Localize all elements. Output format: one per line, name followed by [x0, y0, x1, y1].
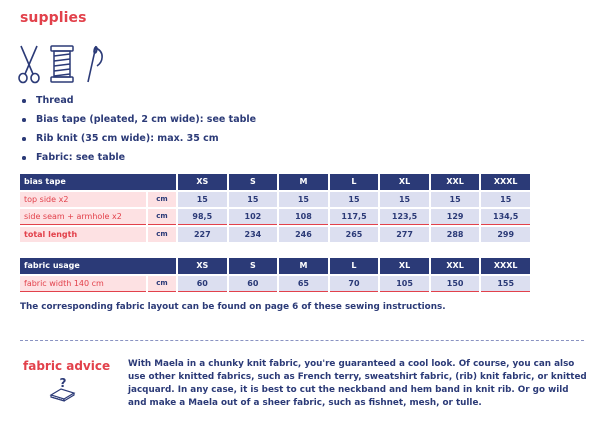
table-cell: 98,5 [178, 209, 227, 225]
table-header-row: fabric usage XS S M L XL XXL XXXL [20, 258, 530, 274]
size-header: S [228, 258, 278, 274]
table-cell: 15 [481, 192, 530, 207]
row-unit: cm [148, 227, 177, 242]
row-label: total length [20, 227, 146, 242]
table-cell: 65 [279, 276, 328, 292]
fabric-stack-question-icon: ? [49, 376, 76, 402]
size-header: XXL [430, 174, 480, 190]
table-cell: 134,5 [481, 209, 530, 225]
table-header-label: fabric usage [20, 258, 177, 274]
row-unit: cm [148, 192, 177, 207]
table-cell: 150 [430, 276, 480, 292]
table-cell: 155 [481, 276, 530, 292]
table-cell: 117,5 [329, 209, 379, 225]
table-cell: 15 [430, 192, 480, 207]
table-cell: 123,5 [380, 209, 429, 225]
table-cell: 15 [178, 192, 227, 207]
size-header: XXXL [481, 174, 530, 190]
table-cell: 15 [279, 192, 328, 207]
table-header-label: bias tape [20, 174, 177, 190]
supplies-icons [18, 45, 103, 84]
supply-item-thread: Thread [22, 93, 256, 112]
supplies-list: Thread Bias tape (pleated, 2 cm wide): s… [22, 93, 256, 169]
section-divider [20, 340, 584, 341]
size-header: L [329, 174, 379, 190]
table-cell: 234 [228, 227, 278, 242]
supplies-heading: supplies [20, 10, 87, 26]
size-header: M [279, 258, 328, 274]
table-cell: 129 [430, 209, 480, 225]
bias-tape-table: bias tape XS S M L XL XXL XXXL top side … [18, 172, 532, 244]
supply-item-rib-knit: Rib knit (35 cm wide): max. 35 cm [22, 131, 256, 150]
size-header: L [329, 258, 379, 274]
size-header: S [228, 174, 278, 190]
table-cell: 246 [279, 227, 328, 242]
row-label: side seam + armhole x2 [20, 209, 146, 225]
table-header-row: bias tape XS S M L XL XXL XXXL [20, 174, 530, 190]
row-unit: cm [148, 209, 177, 225]
table-row: total length cm 227 234 246 265 277 288 … [20, 227, 530, 242]
table-cell: 108 [279, 209, 328, 225]
size-header: XL [380, 174, 429, 190]
size-header: XS [178, 258, 227, 274]
size-header: M [279, 174, 328, 190]
table-cell: 277 [380, 227, 429, 242]
fabric-advice-text: With Maela in a chunky knit fabric, you'… [128, 359, 587, 408]
table-cell: 288 [430, 227, 480, 242]
row-unit: cm [148, 276, 177, 292]
table-row: side seam + armhole x2 cm 98,5 102 108 1… [20, 209, 530, 225]
fabric-advice-title: fabric advice [23, 359, 111, 373]
size-header: XS [178, 174, 227, 190]
row-label: top side x2 [20, 192, 146, 207]
table-cell: 70 [329, 276, 379, 292]
fabric-layout-note: The corresponding fabric layout can be f… [20, 302, 446, 312]
table-cell: 60 [228, 276, 278, 292]
table-row: fabric width 140 cm cm 60 60 65 70 105 1… [20, 276, 530, 292]
table-cell: 102 [228, 209, 278, 225]
needle-icon [87, 45, 103, 83]
size-header: XXXL [481, 258, 530, 274]
table-cell: 15 [228, 192, 278, 207]
table-cell: 299 [481, 227, 530, 242]
table-cell: 15 [380, 192, 429, 207]
svg-text:?: ? [60, 376, 67, 390]
table-cell: 60 [178, 276, 227, 292]
table-row: top side x2 cm 15 15 15 15 15 15 15 [20, 192, 530, 207]
size-header: XXL [430, 258, 480, 274]
row-label: fabric width 140 cm [20, 276, 146, 292]
supply-item-bias-tape: Bias tape (pleated, 2 cm wide): see tabl… [22, 112, 256, 131]
thread-spool-icon [50, 45, 74, 83]
fabric-usage-table: fabric usage XS S M L XL XXL XXXL fabric… [18, 256, 532, 294]
table-cell: 265 [329, 227, 379, 242]
supply-item-fabric: Fabric: see table [22, 150, 256, 169]
size-header: XL [380, 258, 429, 274]
scissors-icon [18, 45, 40, 84]
table-cell: 227 [178, 227, 227, 242]
table-cell: 15 [329, 192, 379, 207]
table-cell: 105 [380, 276, 429, 292]
